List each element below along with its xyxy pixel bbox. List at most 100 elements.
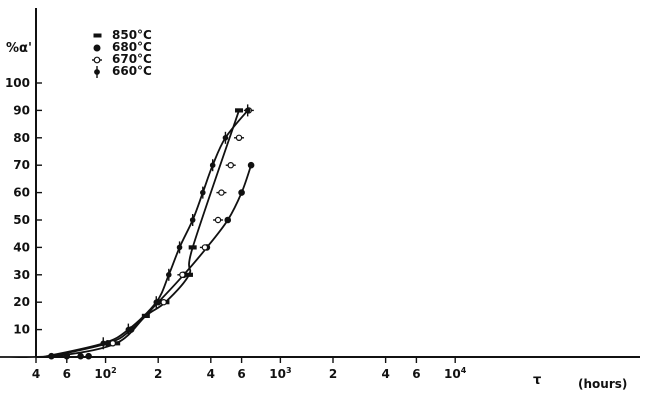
data-point-mark xyxy=(244,107,251,114)
legend-label-680: 680°C xyxy=(112,40,152,54)
data-point xyxy=(158,299,169,306)
legend-entry-670: 670°C xyxy=(92,52,152,66)
data-point xyxy=(189,214,196,226)
data-points xyxy=(48,104,255,360)
x-tick-label: 102 xyxy=(94,366,116,381)
data-point-mark xyxy=(209,162,216,168)
data-point xyxy=(247,161,255,169)
data-point xyxy=(224,216,232,224)
data-point-mark xyxy=(218,189,225,196)
y-tick-label: 30 xyxy=(13,268,30,282)
data-point-mark xyxy=(63,352,71,360)
y-tick-label: 70 xyxy=(13,158,30,172)
data-point xyxy=(200,186,206,199)
y-tick-label: 90 xyxy=(13,103,30,117)
data-point xyxy=(177,271,188,278)
data-point-mark xyxy=(201,244,209,251)
data-point-mark xyxy=(214,216,222,224)
x-tick-label: 6 xyxy=(412,367,420,381)
data-point xyxy=(225,161,236,169)
legend: 850°C 680°C 670°C 660°C xyxy=(92,28,152,78)
data-point xyxy=(165,268,172,281)
y-tick-label: 100 xyxy=(5,76,30,90)
x-tick-exponent: 4 xyxy=(461,366,467,375)
data-point xyxy=(48,352,55,360)
data-point-mark xyxy=(188,245,197,250)
data-point xyxy=(176,241,183,254)
x-axis-unit: (hours) xyxy=(578,377,627,391)
data-point xyxy=(107,340,118,347)
data-point xyxy=(153,296,160,309)
legend-marker-670 xyxy=(93,56,101,64)
data-point xyxy=(235,108,244,113)
data-point xyxy=(244,104,251,117)
data-point xyxy=(100,337,107,350)
y-tick-label: 20 xyxy=(13,295,30,309)
y-axis-label: %α' xyxy=(6,41,32,56)
data-point xyxy=(125,323,132,336)
y-ticks: 10 20 30 40 50 60 70 80 90 100 xyxy=(5,76,42,337)
data-point-mark xyxy=(85,352,92,360)
curves xyxy=(0,109,252,358)
data-point-mark xyxy=(224,216,232,224)
data-point xyxy=(77,352,84,360)
y-tick-label: 50 xyxy=(13,213,30,227)
legend-label-670: 670°C xyxy=(112,52,152,66)
x-tick-label: 104 xyxy=(444,366,467,381)
x-tick-label: 2 xyxy=(329,367,337,381)
y-tick-label: 80 xyxy=(13,131,30,145)
x-tick-label: 4 xyxy=(32,367,40,381)
y-tick-label: 10 xyxy=(13,323,30,337)
legend-label-850: 850°C xyxy=(112,28,152,42)
legend-entry-850: 850°C xyxy=(93,28,152,42)
data-point-mark xyxy=(189,217,196,223)
legend-entry-660: 660°C xyxy=(94,64,152,78)
y-tick-label: 60 xyxy=(13,186,30,200)
data-point-mark xyxy=(247,161,255,169)
data-point xyxy=(188,245,197,250)
x-tick-label: 4 xyxy=(381,367,389,381)
data-point-mark xyxy=(222,135,229,141)
data-point-mark xyxy=(153,299,160,306)
data-point-mark xyxy=(160,299,167,306)
curve xyxy=(0,110,240,358)
data-point-mark xyxy=(100,340,107,347)
data-point-mark xyxy=(235,108,244,113)
data-point-mark xyxy=(109,340,117,347)
x-tick-label: 103 xyxy=(269,366,291,381)
data-point xyxy=(222,131,229,144)
x-tick-label: 6 xyxy=(237,367,245,381)
data-point-mark xyxy=(179,271,186,278)
data-point xyxy=(54,353,63,358)
data-point xyxy=(213,216,224,224)
data-point xyxy=(85,352,92,360)
x-tick-label: 4 xyxy=(207,367,215,381)
x-axis-label: τ xyxy=(533,373,541,388)
legend-entry-680: 680°C xyxy=(93,40,152,54)
data-point xyxy=(199,244,210,251)
data-point-mark xyxy=(200,189,206,196)
x-tick-label: 2 xyxy=(154,367,162,381)
data-point xyxy=(238,189,245,196)
data-point-mark xyxy=(235,134,243,141)
data-point-mark xyxy=(165,272,172,278)
data-point-mark xyxy=(141,313,150,318)
x-tick-label: 6 xyxy=(63,367,71,381)
data-point-mark xyxy=(54,353,63,358)
data-point-mark xyxy=(77,352,84,360)
data-point xyxy=(63,352,71,360)
data-point xyxy=(209,159,216,172)
data-point-mark xyxy=(227,161,234,169)
x-ticks: 4 6 102 2 4 6 103 2 4 6 104 xyxy=(32,357,467,381)
data-point-mark xyxy=(125,326,132,333)
legend-marker-850 xyxy=(93,33,102,38)
y-tick-label: 40 xyxy=(13,240,30,254)
data-point-mark xyxy=(176,244,183,251)
data-point-mark xyxy=(48,352,55,360)
data-point xyxy=(216,189,227,196)
legend-marker-660 xyxy=(94,69,100,75)
data-point xyxy=(234,134,245,141)
x-tick-exponent: 2 xyxy=(111,366,117,375)
